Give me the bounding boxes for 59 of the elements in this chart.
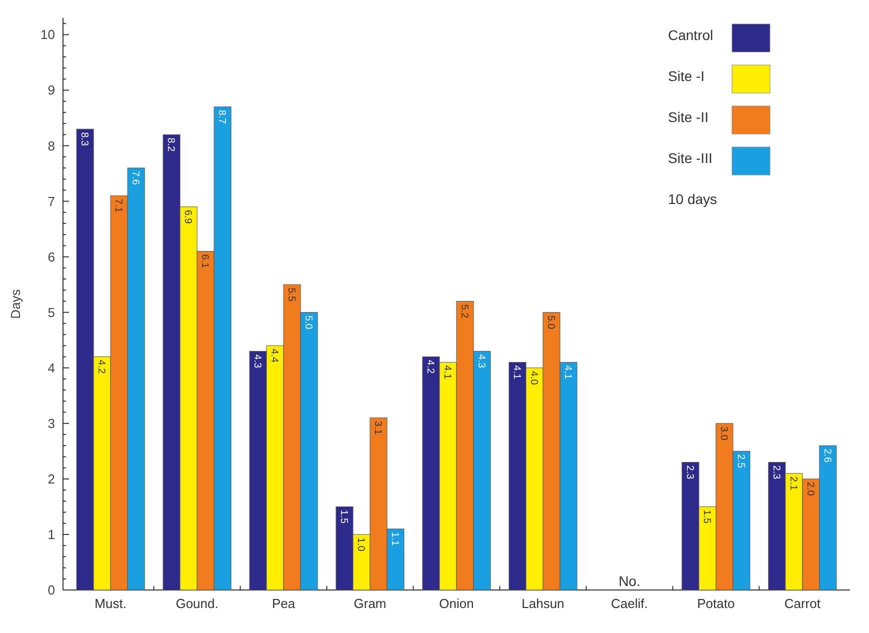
- y-tick-label: 0: [48, 582, 55, 598]
- data-label: 1.1: [389, 532, 400, 546]
- data-label: 8.7: [216, 110, 228, 124]
- data-label: 1.0: [355, 537, 366, 552]
- data-label: 4.3: [252, 354, 263, 369]
- data-label: 3.0: [718, 426, 729, 441]
- legend-label: Site -I: [668, 68, 705, 84]
- y-tick-label: 8: [48, 138, 55, 154]
- data-label: 7.6: [130, 170, 141, 186]
- data-label: 1.5: [338, 510, 350, 524]
- data-label: 4.1: [510, 365, 522, 380]
- data-label: 2.3: [684, 465, 695, 480]
- y-tick-label: 9: [48, 82, 55, 98]
- x-tick-label: Caelif.: [611, 596, 648, 611]
- x-tick-label: Onion: [439, 596, 474, 611]
- data-label: 6.9: [182, 210, 194, 224]
- x-tick-label: Gram: [354, 596, 386, 611]
- x-tick-label: Potato: [697, 596, 735, 611]
- data-label: 5.0: [544, 315, 556, 330]
- annotation: No.: [618, 573, 640, 589]
- data-label: 8.2: [165, 138, 176, 152]
- data-label: 4.2: [424, 360, 436, 374]
- x-tick-label: Lahsun: [522, 596, 564, 611]
- y-tick-label: 2: [48, 471, 55, 486]
- data-label: 6.1: [199, 254, 210, 269]
- data-label: 4.1: [562, 365, 573, 380]
- data-label: 1.5: [700, 510, 712, 524]
- data-label: 5.0: [302, 315, 314, 330]
- data-label: 2.5: [734, 454, 746, 469]
- legend-label: Site -III: [668, 150, 712, 166]
- data-label: 4.3: [476, 354, 486, 369]
- data-label: 2.3: [770, 465, 782, 480]
- x-tick-label: Carrot: [784, 596, 821, 611]
- y-axis-title: Days: [8, 288, 23, 319]
- data-label: 7.1: [112, 198, 124, 214]
- x-tick-label: Pea: [272, 596, 296, 611]
- data-label: 5.5: [286, 288, 297, 302]
- y-tick-label: 1: [48, 527, 55, 542]
- data-label: 8.3: [78, 132, 90, 146]
- y-tick-label: 3: [48, 416, 55, 431]
- data-label: 4.2: [96, 360, 107, 374]
- data-label: 3.1: [372, 420, 384, 436]
- y-tick-label: 6: [48, 249, 55, 264]
- y-tick-label: 7: [48, 194, 55, 209]
- y-tick-label: 4: [48, 360, 55, 376]
- data-label: 5.2: [458, 304, 470, 319]
- y-tick-label: 10: [40, 27, 55, 42]
- legend-label: Cantrol: [668, 27, 714, 43]
- y-tick-label: 5: [48, 304, 55, 320]
- data-label: 2.0: [804, 482, 816, 496]
- data-label: 4.4: [268, 348, 280, 363]
- legend-label: Site -II: [668, 109, 708, 125]
- data-label: 4.1: [442, 365, 452, 380]
- x-tick-label: Must.: [94, 596, 126, 611]
- data-label: 2.6: [821, 448, 832, 463]
- legend-title: 10 days: [668, 191, 718, 207]
- x-tick-label: Gound.: [176, 596, 218, 611]
- data-label: 4.0: [528, 370, 539, 386]
- data-label: 2.1: [787, 476, 798, 491]
